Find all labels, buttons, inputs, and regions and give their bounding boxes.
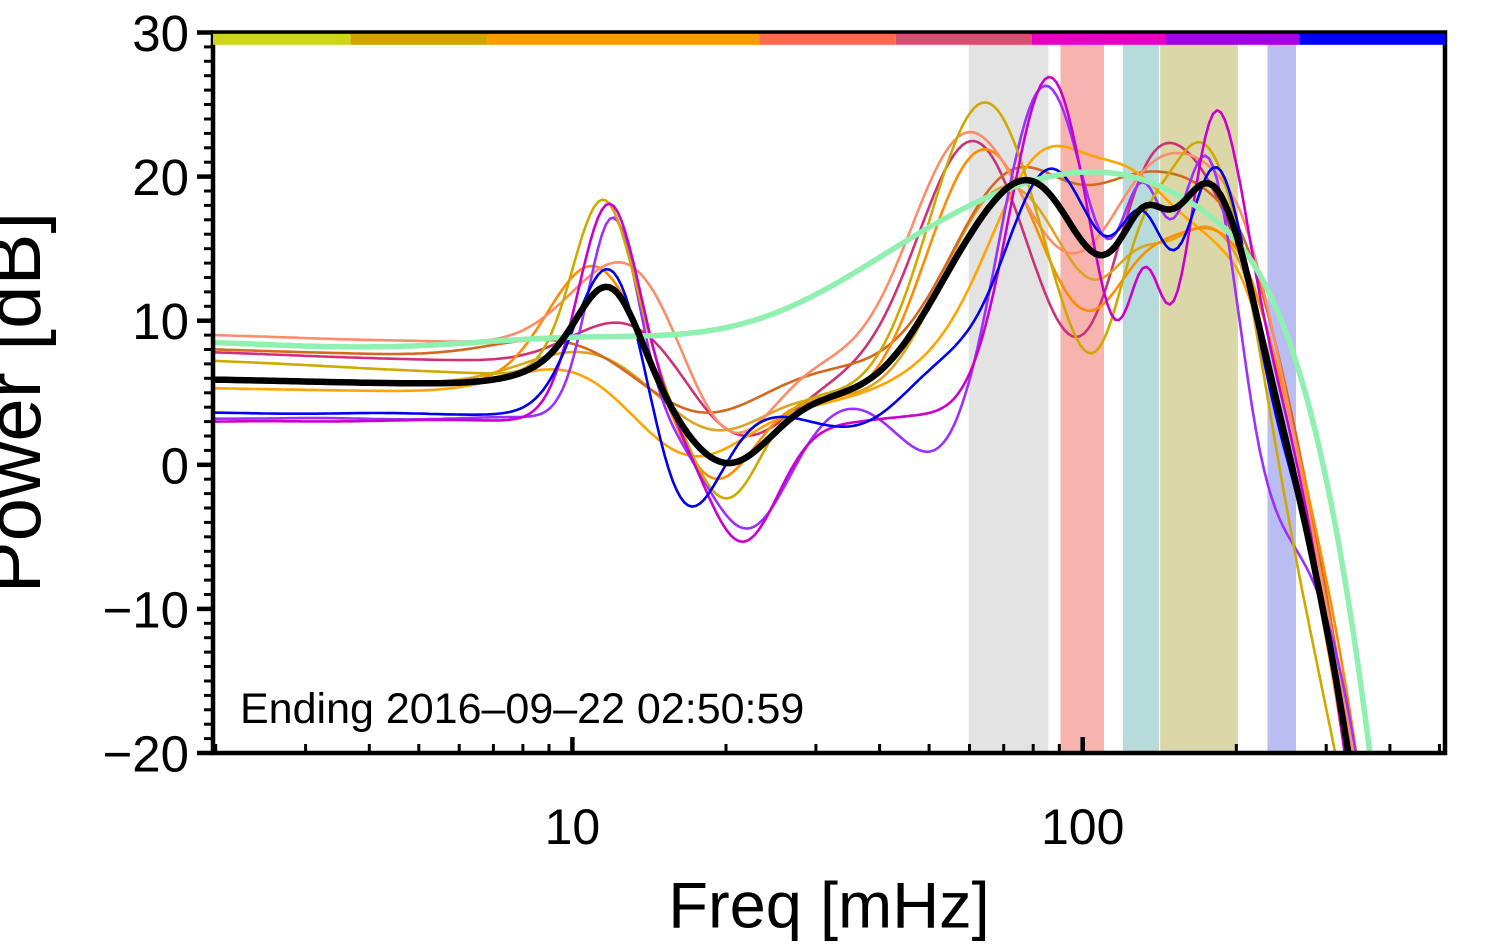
svg-text:−10: −10: [102, 581, 189, 638]
svg-text:10: 10: [132, 293, 189, 350]
svg-text:Ending 2016‒09‒22 02:50:59: Ending 2016‒09‒22 02:50:59: [240, 685, 804, 733]
svg-text:10: 10: [545, 799, 601, 855]
svg-text:−20: −20: [102, 726, 189, 783]
svg-text:0: 0: [161, 437, 189, 494]
svg-text:Power [dB]: Power [dB]: [0, 212, 57, 594]
svg-text:Freq [mHz]: Freq [mHz]: [668, 868, 989, 941]
svg-text:30: 30: [132, 5, 189, 62]
svg-text:100: 100: [1041, 799, 1124, 855]
svg-text:20: 20: [132, 149, 189, 206]
